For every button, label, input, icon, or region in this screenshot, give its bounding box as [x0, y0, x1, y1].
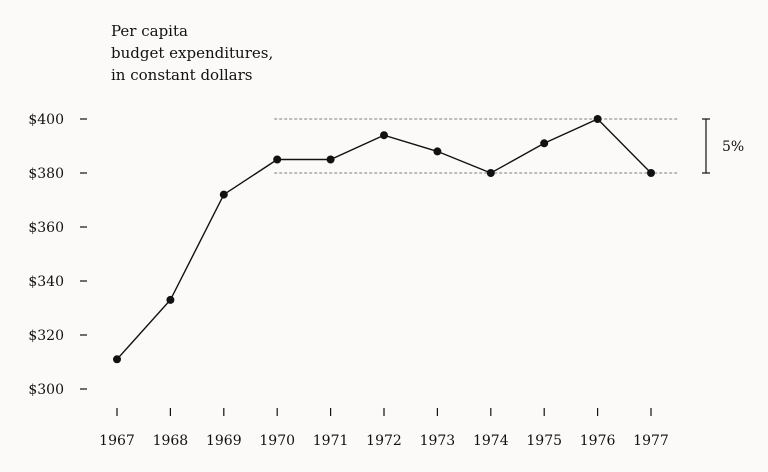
reference-lines: [274, 118, 679, 174]
data-point-1975: [540, 139, 549, 148]
x-tick-label-1975: 1975: [526, 433, 562, 449]
y-tick-label-380: $380: [28, 166, 64, 182]
data-point-1967: [113, 355, 121, 364]
title-line-1: Per capita: [111, 22, 188, 40]
y-tick-label-300: $300: [28, 382, 64, 398]
y-tick-label-400: $400: [28, 112, 64, 128]
series: [113, 115, 655, 364]
data-point-1971: [326, 155, 335, 164]
data-point-1972: [380, 131, 388, 140]
series-line: [116, 118, 652, 360]
data-point-1977: [647, 169, 655, 177]
x-axis: 1967 1968 1969 1970 1971 1972 1973 1974 1975 1976…: [99, 408, 669, 449]
x-tick-label-1972: 1972: [366, 433, 402, 449]
range-annotation: 5%: [702, 118, 744, 174]
x-tick-label-1971: 1971: [313, 433, 349, 449]
chart-title: Per capita budget expenditures, in const…: [111, 22, 273, 84]
data-point-1976: [593, 115, 602, 123]
data-point-1973: [433, 147, 442, 156]
data-point-1974: [486, 169, 495, 177]
title-line-2: budget expenditures,: [111, 44, 273, 62]
x-tick-label-1976: 1976: [580, 433, 616, 449]
y-tick-label-320: $320: [28, 328, 64, 344]
range-annotation-label: 5%: [722, 139, 744, 155]
x-tick-label-1974: 1974: [473, 433, 509, 449]
x-tick-label-1977: 1977: [633, 433, 669, 449]
x-tick-label-1969: 1969: [206, 433, 242, 449]
data-point-1970: [273, 155, 282, 164]
y-tick-label-340: $340: [28, 274, 64, 290]
x-tick-label-1970: 1970: [259, 433, 295, 449]
data-point-1969: [219, 190, 228, 199]
x-tick-label-1973: 1973: [420, 433, 456, 449]
x-tick-label-1968: 1968: [153, 433, 189, 449]
title-line-3: in constant dollars: [111, 66, 252, 84]
x-tick-label-1967: 1967: [99, 433, 135, 449]
y-axis: $300 $320 $340 $360 $380 $400: [28, 112, 87, 398]
data-point-1968: [166, 295, 175, 304]
y-tick-label-360: $360: [28, 220, 64, 236]
